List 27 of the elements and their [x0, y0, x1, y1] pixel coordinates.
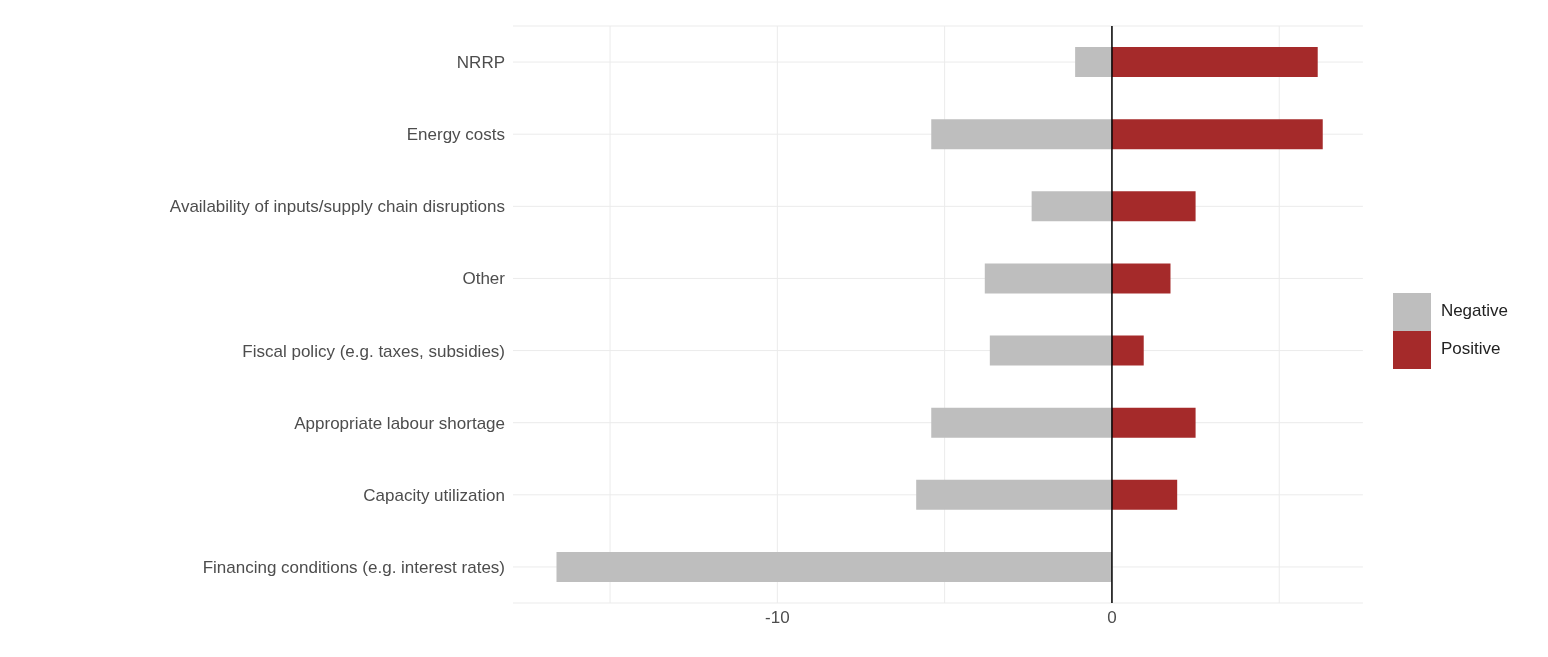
bar [1111, 263, 1171, 294]
bar [1111, 479, 1178, 510]
x-tick-label: -10 [765, 608, 790, 628]
y-tick-label: Other [462, 269, 506, 289]
bar [1111, 407, 1196, 438]
bar [1111, 191, 1196, 222]
bar [1111, 119, 1323, 150]
y-tick-label: Availability of inputs/supply chain disruptions [169, 197, 505, 217]
bar [1075, 47, 1112, 77]
bar [556, 551, 1112, 582]
bar [931, 407, 1112, 438]
x-tick-label: 0 [1107, 608, 1117, 628]
bar [984, 263, 1112, 294]
y-tick-label: Energy costs [406, 125, 505, 145]
bar [1031, 191, 1112, 222]
bar [1111, 47, 1318, 77]
bar [1111, 335, 1144, 366]
y-tick-label: Financing conditions (e.g. interest rates) [202, 557, 505, 577]
y-tick-label: Appropriate labour shortage [294, 413, 505, 433]
bar [989, 335, 1112, 366]
bar [916, 479, 1112, 510]
y-tick-label: Fiscal policy (e.g. taxes, subsidies) [242, 341, 505, 361]
legend-label: Negative [1440, 300, 1508, 320]
legend-label: Positive [1440, 338, 1501, 358]
y-tick-label: Capacity utilization [363, 485, 505, 505]
bar [931, 119, 1112, 150]
y-tick-label: NRRP [456, 53, 505, 73]
